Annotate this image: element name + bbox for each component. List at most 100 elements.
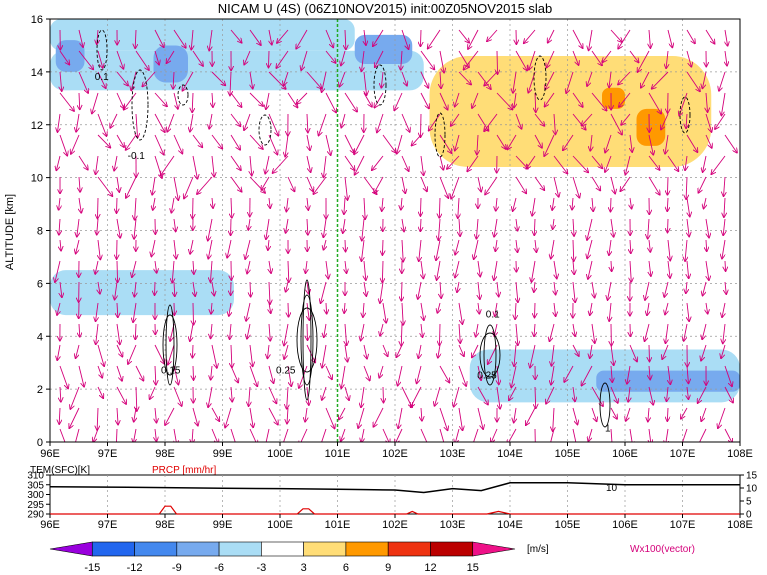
wind-vector [532,197,535,216]
precipitation-line [50,505,740,515]
wind-vector [307,281,309,294]
wind-vector [666,50,668,68]
wind-vector [60,239,61,251]
wind-vector [212,92,213,107]
wind-vector [250,71,253,89]
x-tick-label: 98E [155,448,175,460]
wind-vector [438,218,440,240]
wind-vector [551,344,554,366]
wind-vector [665,134,669,154]
wind-vector [725,281,726,294]
wind-vector [455,92,460,107]
colorbar-box [176,541,220,557]
wind-vector [573,281,575,302]
wind-vector [341,365,346,388]
wind-vector [191,29,193,50]
wind-vector [116,344,122,357]
wind-vector [76,113,79,132]
wind-vector [97,134,110,148]
wind-vector [440,281,441,298]
wind-vector [135,365,143,381]
wind-vector [610,197,611,212]
wind-vector [192,155,197,179]
contour-lines [96,29,691,428]
wind-vector [437,260,441,280]
wind-vector [161,155,175,175]
wind-vector [534,302,535,317]
wind-vector [325,134,331,155]
wind-vector [401,71,407,86]
wind-vector [484,71,498,86]
wind-vector [467,155,479,171]
wind-vector [401,323,402,346]
wind-vector [307,113,308,132]
wind-vector [401,113,410,132]
wind-vector [648,218,649,239]
wind-vector [57,344,60,360]
wind-vector [59,92,74,111]
wind-vector [704,197,706,208]
wind-vector [630,260,631,282]
wind-vector [581,365,593,386]
wind-vector [247,260,250,273]
wind-vector [97,344,104,366]
wind-vector [190,323,194,341]
wind-vector [382,302,386,323]
wind-vector [553,218,554,229]
wind-vector [572,92,583,107]
wind-vector [526,155,536,169]
surface-x-tick-label: 107E [670,519,696,531]
wind-vector [247,323,250,339]
shade-region-11 [602,87,625,109]
x-tick-label: 101E [325,448,351,460]
wind-vector [211,71,225,85]
wind-vector [590,134,592,151]
wind-vector [249,29,261,45]
wind-vector [154,134,164,155]
wind-vector [668,365,670,384]
wind-vector [545,92,555,107]
wind-vector [701,344,707,361]
wind-vector [667,386,668,401]
prcp-axis-ticks: 15 10 5 0 [740,471,758,521]
wind-vector [182,71,194,91]
wind-vector [718,407,726,428]
wind-vector [96,302,98,321]
wind-vector [287,176,295,191]
wind-vector [150,386,156,399]
wind-vector [117,407,118,424]
wind-vector [495,239,497,251]
wind-vector [648,176,660,195]
wind-vector [534,113,544,126]
wind-vector [284,71,289,85]
wind-vector [590,344,592,358]
wind-vector [265,428,270,442]
wind-vector [439,92,448,110]
wind-vector [211,365,212,380]
colorbar-label: -6 [214,562,224,574]
wind-vector [374,176,384,193]
x-tick-label: 97E [98,448,118,460]
wind-vector [307,302,309,320]
wind-vector [193,281,195,296]
prcp-label: PRCP [mm/hr] [152,465,216,476]
wind-vector [455,239,460,255]
wind-vector [165,407,175,425]
wind-vector [361,50,364,71]
wind-vector [705,134,712,148]
y-tick-label: 12 [31,120,43,132]
wind-vector [603,50,612,62]
wind-vector [268,134,277,154]
wind-vector [230,176,242,192]
wind-vector [402,218,404,231]
wind-vector [154,113,165,132]
wind-vector [71,134,80,154]
wind-vector [564,365,574,382]
wind-vector [249,92,263,106]
wind-vector [611,344,614,365]
wind-vector [534,134,542,148]
wind-vector [451,176,460,199]
x-tick-label: 96E [40,448,60,460]
wind-vector [649,344,650,361]
